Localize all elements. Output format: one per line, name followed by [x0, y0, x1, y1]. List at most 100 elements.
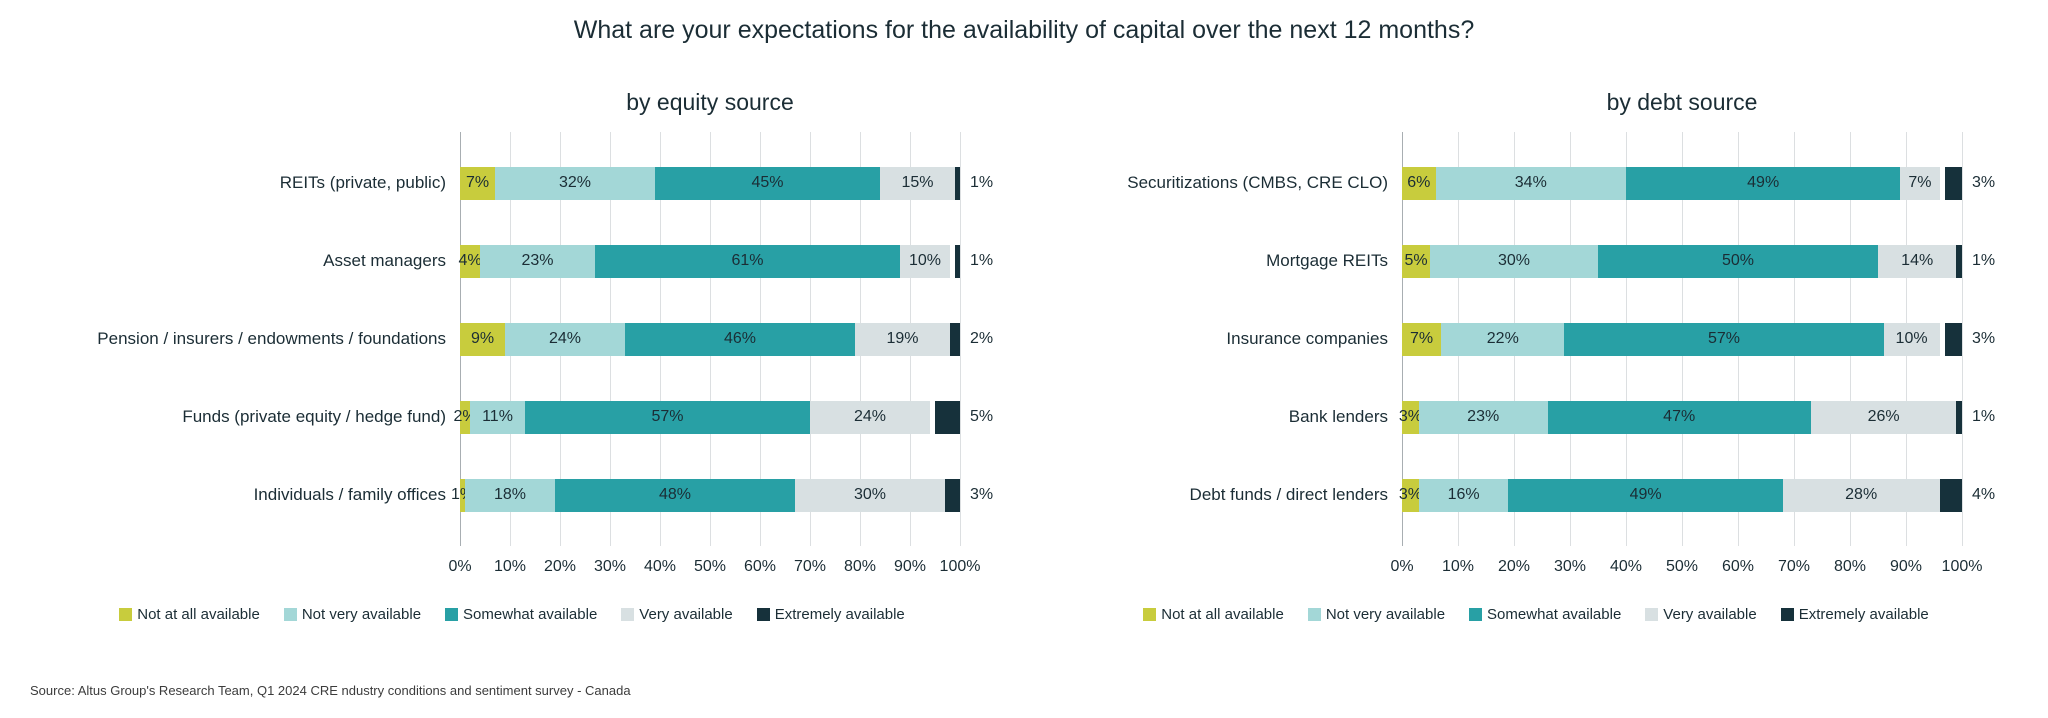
segment-value-label: 3% [1972, 330, 1996, 347]
bar-segment: 9% [460, 322, 505, 356]
bar-segment: 10% [900, 244, 950, 278]
segment-value-label: 45% [751, 174, 784, 191]
bar-segment [945, 478, 960, 512]
x-axis-tick-label: 60% [743, 558, 777, 575]
category-label: Funds (private equity / hedge fund) [182, 407, 446, 427]
legend-label: Not very available [301, 606, 422, 623]
category-label: Debt funds / direct lenders [1189, 485, 1388, 505]
segment-value-label: 23% [1467, 408, 1500, 425]
segment-value-label: 50% [1721, 252, 1755, 269]
legend: Not at all available Not very available So… [0, 606, 1024, 623]
bar-segment: 3% [1399, 400, 1422, 434]
legend-label: Somewhat available [463, 606, 598, 623]
category-label: Securitizations (CMBS, CRE CLO) [1127, 173, 1388, 193]
bar-row: Insurance companies 7% 22% 57% 10% 3% [1024, 300, 2048, 378]
bar-segment: 24% [505, 322, 625, 356]
bar-segment [955, 244, 960, 278]
segment-value-label: 7% [1908, 174, 1932, 191]
bar-row: Mortgage REITs 5% 30% 50% 14% 1% [1024, 222, 2048, 300]
legend-item: Very available [1645, 606, 1757, 623]
legend-swatch-icon [1307, 608, 1321, 621]
bar-row: Securitizations (CMBS, CRE CLO) 6% 34% 49% 7… [1024, 144, 2048, 222]
bar-segment: 2% [453, 400, 477, 434]
segment-value-label: 11% [482, 408, 513, 425]
legend-item: Somewhat available [1469, 606, 1621, 623]
segment-value-label: 15% [901, 174, 934, 191]
bar-segment: 45% [655, 166, 880, 200]
bar-segment: 7% [460, 166, 495, 200]
bar-row: Funds (private equity / hedge fund) 2% 11%… [0, 378, 1024, 456]
segment-value-label: 1% [970, 174, 994, 191]
segment-value-label: 7% [465, 174, 490, 191]
bar-segment: 28% [1782, 478, 1940, 512]
legend-item: Very available [621, 606, 733, 623]
bar-segment: 49% [1508, 478, 1783, 512]
category-label: Individuals / family offices [253, 485, 446, 505]
x-axis-tick-label: 10% [1441, 558, 1475, 575]
segment-value-label: 30% [853, 486, 887, 503]
segment-value-label: 6% [1407, 174, 1431, 191]
x-axis-tick-label: 40% [643, 558, 677, 575]
x-axis-tick-label: 100% [939, 558, 981, 575]
segment-value-label: 4% [1972, 486, 1996, 503]
x-axis-tick-label: 70% [1777, 558, 1811, 575]
segment-value-label: 28% [1845, 486, 1878, 503]
bar-row: Asset managers 4% 23% 61% 10% 1% [0, 222, 1024, 300]
segment-value-label: 49% [1629, 486, 1662, 503]
bar-track: 7% 22% 57% 10% 3% [1402, 322, 1995, 356]
x-axis-tick-label: 10% [493, 558, 527, 575]
legend-label: Extremely available [774, 606, 905, 623]
bar-segment: 18% [465, 478, 555, 512]
debt-chart-panel: by debt source Securitizations (CMBS, CR… [1024, 89, 2048, 623]
segment-value-label: 24% [548, 330, 582, 347]
legend-label: Very available [1663, 606, 1757, 623]
bar-segment: 47% [1547, 400, 1811, 434]
bar-segment: 46% [625, 322, 855, 356]
legend-label: Not very available [1325, 606, 1446, 623]
segment-value-label: 32% [558, 174, 592, 191]
segment-value-label: 47% [1663, 408, 1696, 425]
x-axis-tick-label: 40% [1609, 558, 1643, 575]
bar-segment: 49% [1625, 166, 1901, 200]
segment-value-label: 9% [470, 330, 495, 347]
bar-segment: 48% [555, 478, 795, 512]
bar-track: 5% 30% 50% 14% 1% [1402, 244, 1995, 278]
gridline [1962, 132, 1963, 546]
bar-segment: 19% [855, 322, 950, 356]
segment-value-label: 49% [1747, 174, 1780, 191]
bar-segment: 7% [1900, 166, 1940, 200]
x-axis-tick-label: 80% [843, 558, 877, 575]
segment-value-label: 26% [1867, 408, 1900, 425]
legend-swatch-icon [1780, 608, 1794, 621]
category-label: REITs (private, public) [279, 173, 446, 193]
bar-segment: 32% [495, 166, 655, 200]
segment-value-label: 7% [1410, 330, 1434, 347]
bar-segment: 4% [458, 244, 482, 278]
legend-item: Somewhat available [445, 606, 597, 623]
category-label: Bank lenders [1288, 407, 1388, 427]
x-axis-tick-label: 20% [1497, 558, 1531, 575]
rows: REITs (private, public) 7% 32% 45% 15% 1% Asse… [0, 132, 1024, 546]
rows: Securitizations (CMBS, CRE CLO) 6% 34% 49% 7… [1024, 132, 2048, 546]
bar-segment: 10% [1883, 322, 1940, 356]
segment-value-label: 4% [458, 252, 482, 269]
segment-value-label: 24% [853, 408, 887, 425]
category-label: Pension / insurers / endowments / founda… [97, 329, 446, 349]
segment-value-label: 1% [1972, 408, 1996, 425]
category-label: Asset managers [323, 251, 446, 271]
legend-swatch-icon [1469, 608, 1483, 621]
bar-row: Pension / insurers / endowments / founda… [0, 300, 1024, 378]
legend-label: Extremely available [1798, 606, 1929, 623]
bar-segment: 5% [1402, 244, 1430, 278]
bar-segment: 61% [595, 244, 900, 278]
bar-segment: 23% [480, 244, 595, 278]
segment-value-label: 61% [731, 252, 764, 269]
segment-value-label: 2% [970, 330, 994, 347]
segment-value-label: 3% [1398, 486, 1422, 503]
bar-segment: 15% [880, 166, 955, 200]
legend-swatch-icon [283, 608, 297, 621]
bar-segment: 23% [1418, 400, 1548, 434]
segment-value-label: 1% [1972, 252, 1996, 269]
bar-segment: 50% [1598, 244, 1878, 278]
bar-segment: 30% [1430, 244, 1598, 278]
